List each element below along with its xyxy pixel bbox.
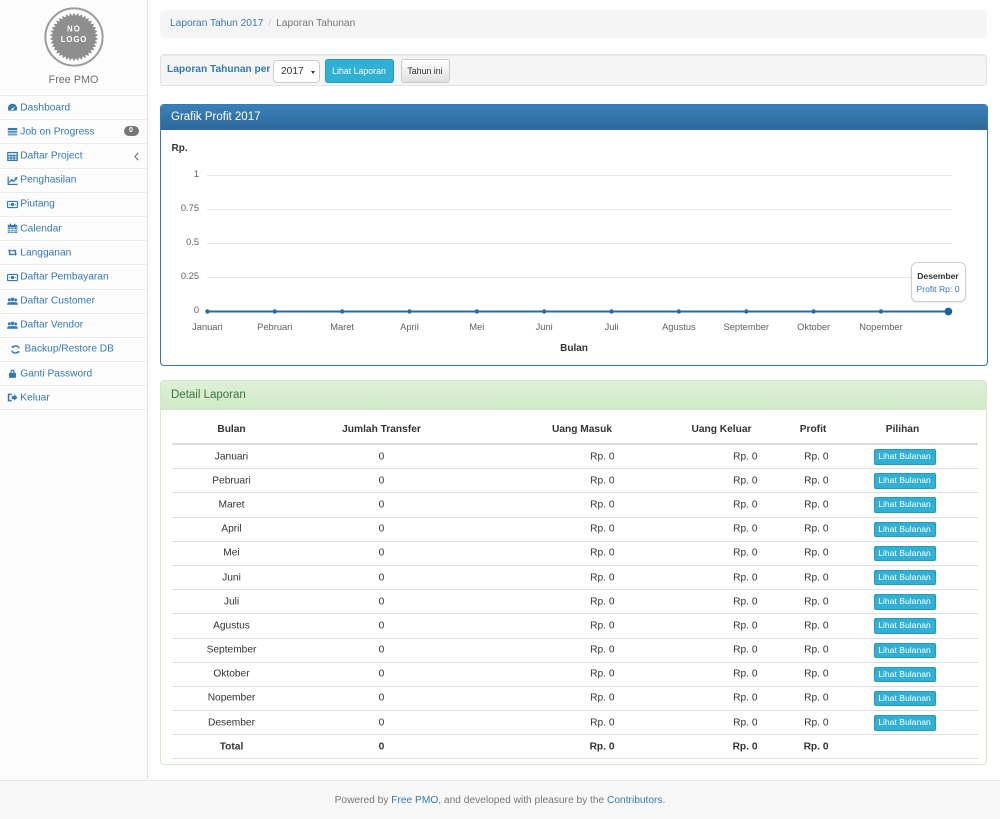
- svg-text:LOGO: LOGO: [60, 35, 87, 44]
- svg-text:NO: NO: [67, 25, 81, 34]
